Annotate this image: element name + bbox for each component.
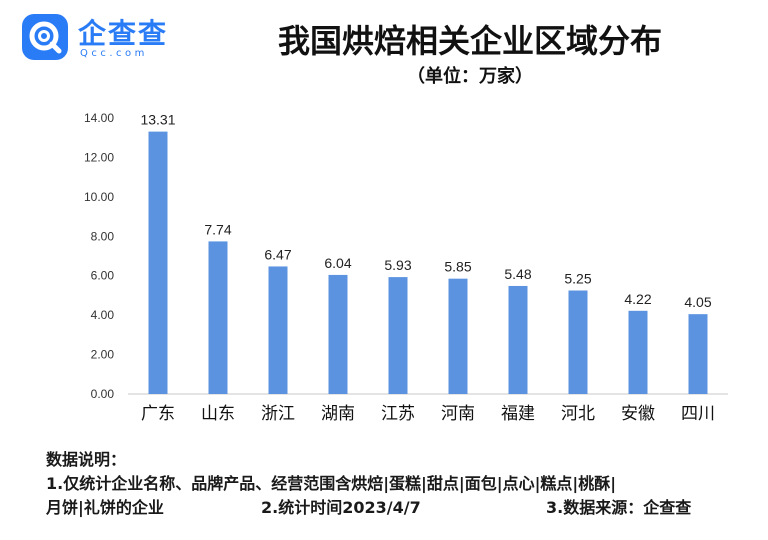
chart-subtitle: （单位：万家） <box>407 66 533 87</box>
x-tick-label: 河北 <box>561 404 595 424</box>
x-tick-label: 江苏 <box>381 404 415 424</box>
x-tick-label: 广东 <box>141 404 175 424</box>
bar-value-label: 6.04 <box>324 255 351 271</box>
notes-line-2-c: 3.数据来源：企查查 <box>546 498 692 517</box>
y-tick-label: 6.00 <box>91 269 115 283</box>
logo-domain: Qcc.com <box>80 48 148 59</box>
bar <box>628 310 648 394</box>
bar <box>208 241 228 394</box>
bar <box>148 131 168 395</box>
notes-line-1: 1.仅统计企业名称、品牌产品、经营范围含烘焙|蛋糕|甜点|面包|点心|糕点|桃酥… <box>46 474 617 493</box>
y-tick-label: 14.00 <box>84 111 114 125</box>
data-notes: 数据说明： 1.仅统计企业名称、品牌产品、经营范围含烘焙|蛋糕|甜点|面包|点心… <box>46 448 746 520</box>
x-tick-label: 山东 <box>201 404 235 424</box>
y-tick-label: 10.00 <box>84 190 114 204</box>
x-tick-label: 福建 <box>501 404 535 424</box>
x-tick-label: 浙江 <box>261 404 295 424</box>
bar <box>328 274 348 394</box>
bar-value-label: 6.47 <box>264 246 291 262</box>
bar <box>568 290 588 394</box>
y-tick-label: 2.00 <box>91 348 115 362</box>
y-tick-label: 0.00 <box>91 387 115 401</box>
bar-chart: 0.00 2.00 4.00 6.00 8.00 10.00 12.00 14.00 13.31… <box>84 111 728 424</box>
chart-title: 我国烘焙相关企业区域分布 <box>277 22 662 60</box>
bar <box>388 277 408 394</box>
bar-value-label: 5.93 <box>384 257 411 273</box>
x-tick-label: 湖南 <box>321 404 355 424</box>
y-tick-label: 4.00 <box>91 308 115 322</box>
bar <box>688 314 708 394</box>
bar-value-label: 5.48 <box>504 266 531 282</box>
bar-value-label: 4.22 <box>624 291 651 307</box>
qcc-logo-icon <box>22 14 68 60</box>
y-tick-label: 8.00 <box>91 229 115 243</box>
bar-value-label: 4.05 <box>684 294 711 310</box>
x-tick-label: 河南 <box>441 404 475 424</box>
bar-value-label: 13.31 <box>140 112 175 128</box>
notes-line-2-a: 月饼|礼饼的企业 <box>46 498 164 517</box>
bar-value-label: 7.74 <box>204 221 231 237</box>
logo-name: 企查查 <box>78 17 169 50</box>
bar-value-label: 5.25 <box>564 271 591 287</box>
notes-line-2: 月饼|礼饼的企业 2.统计时间2023/4/7 3.数据来源：企查查 <box>46 496 746 520</box>
bar <box>448 278 468 394</box>
x-tick-label: 四川 <box>681 404 715 424</box>
bar <box>508 285 528 394</box>
bar <box>268 266 288 394</box>
qcc-logo: 企查查 Qcc.com <box>22 12 222 64</box>
bar-value-label: 5.85 <box>444 259 471 275</box>
x-tick-label: 安徽 <box>621 404 655 424</box>
notes-line-2-b: 2.统计时间2023/4/7 <box>261 498 421 517</box>
y-tick-label: 12.00 <box>84 150 114 164</box>
notes-heading: 数据说明： <box>46 450 127 469</box>
